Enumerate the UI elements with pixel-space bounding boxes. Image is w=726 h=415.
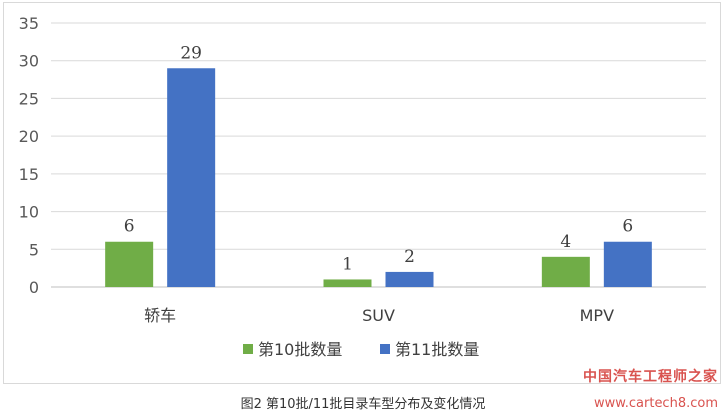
data-label: 29 xyxy=(180,43,202,63)
legend-label: 第10批数量 xyxy=(258,340,342,359)
bar xyxy=(541,256,590,287)
bar xyxy=(105,241,154,287)
y-tick-label: 5 xyxy=(29,240,39,259)
y-tick-label: 35 xyxy=(19,14,39,33)
y-tick-label: 25 xyxy=(19,89,39,108)
figure-caption: 图2 第10批/11批目录车型分布及变化情况 xyxy=(240,397,486,412)
y-tick-label: 20 xyxy=(19,127,39,146)
watermark-url: www.cartech8.com xyxy=(594,396,718,411)
bar xyxy=(167,68,216,287)
bar-chart: 0 5 10 15 20 25 30 35 6 29 轿车 1 2 SUV 4 6 MPV 第10批数量 第11批数… xyxy=(19,14,706,359)
y-tick-label: 15 xyxy=(19,165,39,184)
legend-swatch xyxy=(243,344,253,354)
watermark: 中国汽车工程师之家 www.cartech8.com xyxy=(583,366,718,411)
data-label: 4 xyxy=(560,232,571,252)
x-tick-label: MPV xyxy=(580,306,614,325)
legend-label: 第11批数量 xyxy=(395,340,479,359)
chart-frame: 0 5 10 15 20 25 30 35 6 29 轿车 1 2 SUV 4 6 MPV 第10批数量 第11批数… xyxy=(3,2,721,384)
data-label: 2 xyxy=(404,247,415,267)
y-tick-label: 30 xyxy=(19,52,39,71)
data-label: 6 xyxy=(622,217,633,237)
x-tick-label: SUV xyxy=(362,306,395,325)
legend-swatch xyxy=(380,344,390,354)
x-tick-label: 轿车 xyxy=(144,306,176,325)
bar xyxy=(603,241,652,287)
bar xyxy=(385,271,434,287)
y-tick-label: 0 xyxy=(29,278,39,297)
data-label: 6 xyxy=(124,217,135,237)
y-tick-label: 10 xyxy=(19,203,39,222)
data-label: 1 xyxy=(342,254,353,274)
watermark-title: 中国汽车工程师之家 xyxy=(583,369,718,385)
bar xyxy=(323,279,372,287)
